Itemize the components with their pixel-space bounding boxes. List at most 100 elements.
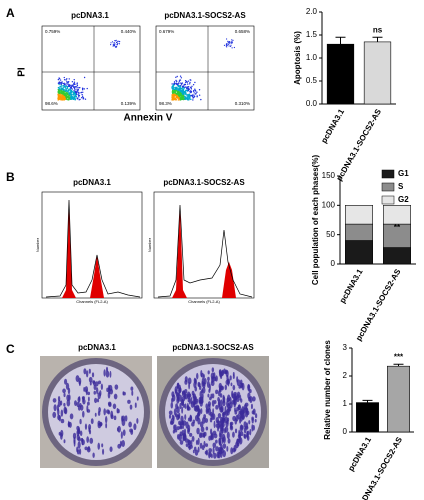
colony <box>79 418 82 425</box>
colony <box>248 420 251 425</box>
histogram: Number Channels (FL2-A) <box>35 191 143 304</box>
flow-dot <box>115 46 117 48</box>
flow-dot <box>57 89 60 92</box>
colony <box>219 416 223 424</box>
colony <box>194 386 198 392</box>
flow-dot <box>173 81 176 83</box>
colony <box>130 386 134 391</box>
hist-x-label: Channels (FL2-A) <box>76 299 108 304</box>
colony <box>77 428 81 435</box>
flow-dot <box>68 98 71 100</box>
error-bar <box>362 399 373 403</box>
colony <box>183 392 186 400</box>
colony <box>199 421 204 428</box>
flow-dot <box>187 88 189 90</box>
colony <box>224 416 228 424</box>
colony <box>113 393 118 400</box>
colony <box>254 418 257 423</box>
flow-dot <box>183 90 185 92</box>
colony <box>227 379 230 387</box>
flow-dot <box>231 42 233 44</box>
flow-dot <box>195 92 197 95</box>
colony <box>117 425 121 433</box>
legend-swatch <box>381 182 395 192</box>
flow-dot <box>73 90 75 92</box>
colony <box>196 372 199 380</box>
flow-dot <box>180 89 182 92</box>
colony <box>131 390 134 396</box>
quadrant-label: 0.139% <box>121 101 136 106</box>
flow-dot <box>174 83 176 85</box>
flow-dot <box>181 90 183 93</box>
colony <box>199 442 203 449</box>
colony <box>236 442 240 447</box>
colony <box>229 422 233 429</box>
flow-dot <box>65 83 67 85</box>
flow-dot <box>70 84 72 87</box>
flow-dot <box>60 83 62 85</box>
flow-dot <box>172 89 174 92</box>
flow-dot <box>61 94 63 97</box>
flow-dot <box>60 89 63 91</box>
colony <box>209 434 213 441</box>
colony <box>182 434 185 442</box>
flow-dot <box>188 93 190 96</box>
flow-dot <box>57 93 59 95</box>
bar <box>387 365 410 433</box>
flow-dot <box>59 79 62 81</box>
flow-dot <box>66 90 69 92</box>
flow-title: pcDNA3.1-SOCS2-AS <box>164 11 246 20</box>
colony <box>211 393 215 399</box>
colony <box>220 399 223 406</box>
colony <box>107 391 111 399</box>
quadrant-label: 0.759% <box>45 29 60 34</box>
flow-dot <box>226 46 228 48</box>
flow-dot <box>177 94 180 97</box>
colony <box>174 413 178 418</box>
flow-dot <box>184 83 187 86</box>
flow-dot <box>179 75 182 77</box>
colony <box>204 418 209 423</box>
flow-dot <box>62 86 64 89</box>
colony <box>219 406 224 413</box>
hist-x-label: Channels (FL2-A) <box>188 299 220 304</box>
flow-dot <box>171 98 174 101</box>
colony <box>237 434 241 439</box>
flow-dot <box>75 90 77 92</box>
flow-dot <box>79 86 81 89</box>
flow-dot <box>83 76 86 79</box>
flow-dot <box>81 93 83 96</box>
colony <box>168 414 172 419</box>
flow-dot <box>191 85 193 88</box>
flow-dot <box>86 87 88 90</box>
flow-dot <box>72 96 75 98</box>
colony <box>208 448 213 453</box>
flow-dot <box>74 83 76 86</box>
flow-dot <box>228 45 230 47</box>
y-tick-label: 3 <box>343 343 348 352</box>
colony <box>104 415 108 424</box>
colony <box>78 396 81 401</box>
flow-dot <box>182 96 185 98</box>
colony <box>210 393 213 399</box>
colony <box>200 370 203 377</box>
colony <box>192 419 196 424</box>
colony <box>201 445 205 451</box>
colony <box>109 446 113 452</box>
flow-dot <box>67 89 70 91</box>
colony <box>226 431 230 440</box>
x-tick-label: pcDNA3.1 <box>319 107 346 145</box>
flow-dot <box>81 96 83 99</box>
colony <box>232 374 235 379</box>
flow-dot <box>66 87 68 89</box>
flow-dot <box>118 43 121 45</box>
flow-dot <box>184 93 187 95</box>
colony <box>193 446 197 451</box>
flow-dot <box>67 80 70 83</box>
legend-label: G1 <box>398 169 409 178</box>
colony <box>198 432 202 439</box>
flow-dot <box>173 90 176 92</box>
flow-dot <box>181 86 184 88</box>
flow-dot <box>73 91 75 94</box>
flow-title: pcDNA3.1 <box>71 11 109 20</box>
